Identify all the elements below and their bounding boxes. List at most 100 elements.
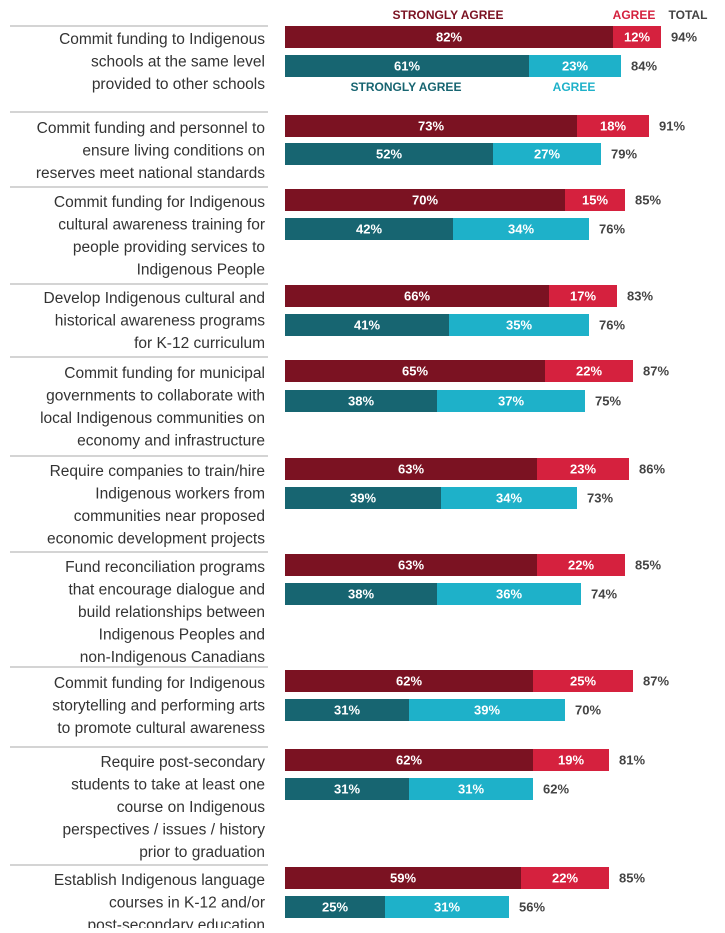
total-label: 85%: [635, 557, 661, 572]
bar-segment: [285, 55, 529, 77]
category-label: provided to other schools: [92, 76, 265, 93]
bar-segment: [285, 554, 537, 576]
bar-segment: [529, 55, 621, 77]
category-label: Require companies to train/hire: [50, 463, 265, 480]
category-label: Commit funding for Indigenous: [54, 194, 265, 211]
category-label: Commit funding for municipal: [64, 365, 265, 382]
category-label: governments to collaborate with: [46, 388, 265, 405]
value-label: 31%: [334, 702, 360, 717]
category-label: Establish Indigenous language: [54, 872, 265, 889]
total-label: 70%: [575, 702, 601, 717]
category-label: economy and infrastructure: [77, 433, 265, 450]
category-label: economic development projects: [47, 531, 265, 548]
value-label: 38%: [348, 586, 374, 601]
value-label: 41%: [354, 317, 380, 332]
total-label: 81%: [619, 752, 645, 767]
category-label: Commit funding to Indigenous: [59, 31, 265, 48]
category-label: students to take at least one: [71, 777, 265, 794]
value-label: 63%: [398, 557, 424, 572]
total-label: 56%: [519, 899, 545, 914]
legend-label: STRONGLY AGREE: [393, 8, 504, 22]
category-label: historical awareness programs: [55, 313, 265, 330]
bar-segment: [409, 699, 565, 721]
bar-segment: [285, 218, 453, 240]
total-label: 91%: [659, 118, 685, 133]
category-label: post-secondary education: [87, 917, 265, 928]
total-label: 73%: [587, 490, 613, 505]
bar-segment: [285, 699, 409, 721]
category-label: that encourage dialogue and: [69, 582, 266, 599]
category-label: Fund reconciliation programs: [65, 559, 265, 576]
category-label: course on Indigenous: [117, 799, 265, 816]
value-label: 34%: [496, 490, 522, 505]
value-label: 23%: [570, 461, 596, 476]
category-label: schools at the same level: [91, 54, 265, 71]
bar-segment: [437, 390, 585, 412]
category-label: for K-12 curriculum: [134, 335, 265, 352]
value-label: 25%: [322, 899, 348, 914]
category-label: Require post-secondary: [100, 754, 265, 771]
category-label: local Indigenous communities on: [40, 410, 265, 427]
total-label: 84%: [631, 58, 657, 73]
bar-segment: [285, 26, 613, 48]
value-label: 31%: [434, 899, 460, 914]
value-label: 27%: [534, 146, 560, 161]
value-label: 59%: [390, 870, 416, 885]
category-label: to promote cultural awareness: [57, 720, 265, 737]
value-label: 39%: [350, 490, 376, 505]
bar-segment: [285, 778, 409, 800]
category-label: prior to graduation: [139, 844, 265, 861]
value-label: 73%: [418, 118, 444, 133]
bar-segment: [285, 867, 521, 889]
bar-segment: [449, 314, 589, 336]
bar-segment: [285, 390, 437, 412]
total-label: 86%: [639, 461, 665, 476]
bar-segment: [285, 189, 565, 211]
category-label: people providing services to: [73, 239, 265, 256]
value-label: 62%: [396, 673, 422, 688]
category-label: Indigenous Peoples and: [99, 627, 265, 644]
legend-label: STRONGLY AGREE: [351, 80, 462, 94]
bar-segment: [285, 360, 545, 382]
bar-segment: [285, 458, 537, 480]
value-label: 63%: [398, 461, 424, 476]
category-label: Develop Indigenous cultural and: [44, 290, 265, 307]
total-label: 79%: [611, 146, 637, 161]
value-label: 37%: [498, 393, 524, 408]
legend-label: AGREE: [613, 8, 656, 22]
total-label: 76%: [599, 221, 625, 236]
value-label: 82%: [436, 29, 462, 44]
value-label: 36%: [496, 586, 522, 601]
category-label: Commit funding and personnel to: [37, 120, 265, 137]
bar-segment: [285, 115, 577, 137]
category-label: non-Indigenous Canadians: [80, 649, 266, 666]
value-label: 19%: [558, 752, 584, 767]
bar-segment: [441, 487, 577, 509]
category-label: Indigenous workers from: [95, 486, 265, 503]
total-label: 75%: [595, 393, 621, 408]
value-label: 12%: [624, 29, 650, 44]
value-label: 25%: [570, 673, 596, 688]
value-label: 22%: [576, 363, 602, 378]
bar-segment: [285, 583, 437, 605]
category-label: reserves meet national standards: [36, 165, 265, 182]
total-label: 62%: [543, 781, 569, 796]
bar-segment: [537, 458, 629, 480]
bar-segment: [565, 189, 625, 211]
total-label: 87%: [643, 363, 669, 378]
bar-segment: [285, 749, 533, 771]
value-label: 22%: [552, 870, 578, 885]
category-label: cultural awareness training for: [58, 217, 265, 234]
value-label: 31%: [334, 781, 360, 796]
legend-label: AGREE: [553, 80, 596, 94]
bar-segment: [577, 115, 649, 137]
value-label: 35%: [506, 317, 532, 332]
category-label: communities near proposed: [74, 508, 265, 525]
bar-segment: [533, 670, 633, 692]
value-label: 23%: [562, 58, 588, 73]
bar-segment: [285, 285, 549, 307]
bar-segment: [613, 26, 661, 48]
value-label: 38%: [348, 393, 374, 408]
bar-segment: [285, 143, 493, 165]
